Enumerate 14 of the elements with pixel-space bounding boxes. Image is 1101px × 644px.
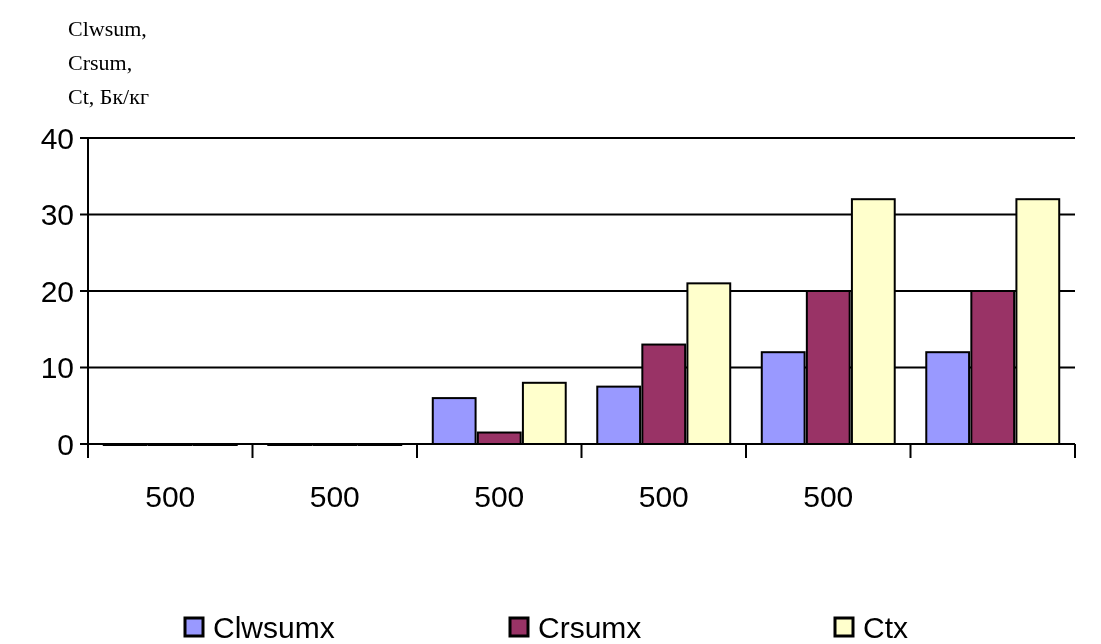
- y-tick-label: 30: [40, 198, 74, 231]
- x-tick-label: 500: [803, 480, 854, 513]
- x-tick-label: 500: [638, 480, 689, 513]
- y-axis-title: Clwsum, Crsum, Ct, Бк/кг: [68, 16, 149, 109]
- x-tick-label: 500: [309, 480, 360, 513]
- legend-label: Ctx: [863, 610, 908, 644]
- x-tick-label: 500: [474, 480, 525, 513]
- y-tick-label: 0: [57, 427, 74, 461]
- legend-label: Crsumx: [538, 610, 642, 644]
- legend-label: Clwsumx: [213, 610, 335, 644]
- y-tick-label: 20: [40, 274, 74, 308]
- y-tick-label: 10: [40, 351, 74, 384]
- y-tick-label: 40: [40, 121, 74, 155]
- x-tick-label: 500: [145, 480, 196, 513]
